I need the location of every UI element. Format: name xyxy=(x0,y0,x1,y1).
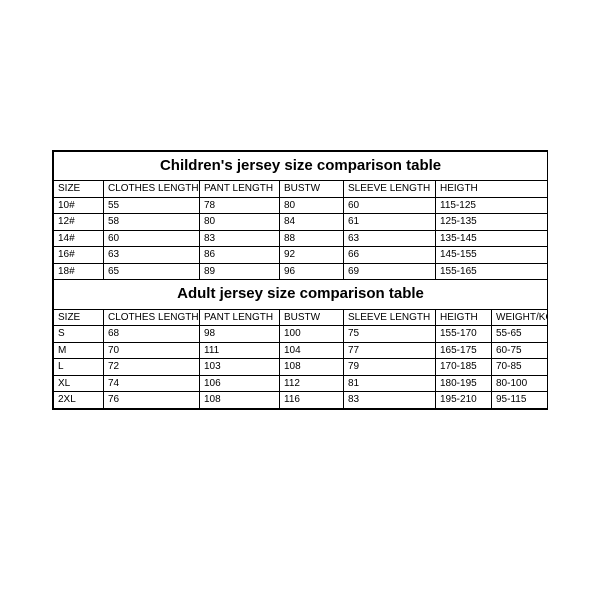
cell: 98 xyxy=(200,326,280,343)
cell: 180-195 xyxy=(436,375,492,392)
cell: 12# xyxy=(54,214,104,231)
col-pant-length: PANT LENGTH xyxy=(200,181,280,198)
cell: 69 xyxy=(344,263,436,280)
cell: 115-125 xyxy=(436,197,548,214)
table-row: 12# 58 80 84 61 125-135 xyxy=(54,214,548,231)
cell: 72 xyxy=(104,359,200,376)
cell: 80 xyxy=(280,197,344,214)
tables-frame: Children's jersey size comparison table … xyxy=(52,150,548,410)
cell: 65 xyxy=(104,263,200,280)
cell: 78 xyxy=(200,197,280,214)
cell: S xyxy=(54,326,104,343)
cell: 80-100 xyxy=(492,375,548,392)
cell: 60 xyxy=(104,230,200,247)
cell: 60-75 xyxy=(492,342,548,359)
cell: 104 xyxy=(280,342,344,359)
cell: XL xyxy=(54,375,104,392)
cell: 61 xyxy=(344,214,436,231)
cell: 145-155 xyxy=(436,247,548,264)
cell: 155-165 xyxy=(436,263,548,280)
col-clothes-length: CLOTHES LENGTH xyxy=(104,309,200,326)
cell: 70 xyxy=(104,342,200,359)
cell: 77 xyxy=(344,342,436,359)
cell: 18# xyxy=(54,263,104,280)
cell: 66 xyxy=(344,247,436,264)
cell: 2XL xyxy=(54,392,104,409)
cell: 116 xyxy=(280,392,344,409)
cell: 106 xyxy=(200,375,280,392)
children-header-row: SIZE CLOTHES LENGTH PANT LENGTH BUSTW SL… xyxy=(54,181,548,198)
table-row: 2XL 76 108 116 83 195-210 95-115 xyxy=(54,392,548,409)
table-row: 16# 63 86 92 66 145-155 xyxy=(54,247,548,264)
col-bustw: BUSTW xyxy=(280,181,344,198)
children-title: Children's jersey size comparison table xyxy=(54,152,548,181)
table-row: L 72 103 108 79 170-185 70-85 xyxy=(54,359,548,376)
col-height: HEIGTH xyxy=(436,181,548,198)
adult-title: Adult jersey size comparison table xyxy=(54,280,548,309)
table-row: XL 74 106 112 81 180-195 80-100 xyxy=(54,375,548,392)
table-row: 10# 55 78 80 60 115-125 xyxy=(54,197,548,214)
cell: 68 xyxy=(104,326,200,343)
col-weight: WEIGHT/KG xyxy=(492,309,548,326)
col-sleeve-length: SLEEVE LENGTH xyxy=(344,309,436,326)
cell: 79 xyxy=(344,359,436,376)
cell: 125-135 xyxy=(436,214,548,231)
cell: 89 xyxy=(200,263,280,280)
cell: 170-185 xyxy=(436,359,492,376)
cell: 76 xyxy=(104,392,200,409)
cell: 165-175 xyxy=(436,342,492,359)
cell: 155-170 xyxy=(436,326,492,343)
cell: 88 xyxy=(280,230,344,247)
cell: 195-210 xyxy=(436,392,492,409)
cell: 95-115 xyxy=(492,392,548,409)
col-sleeve-length: SLEEVE LENGTH xyxy=(344,181,436,198)
cell: 103 xyxy=(200,359,280,376)
cell: 55 xyxy=(104,197,200,214)
col-height: HEIGTH xyxy=(436,309,492,326)
cell: 108 xyxy=(280,359,344,376)
cell: 74 xyxy=(104,375,200,392)
table-row: 18# 65 89 96 69 155-165 xyxy=(54,263,548,280)
page: Children's jersey size comparison table … xyxy=(0,0,600,600)
cell: 10# xyxy=(54,197,104,214)
children-title-row: Children's jersey size comparison table xyxy=(54,152,548,181)
cell: 84 xyxy=(280,214,344,231)
table-row: M 70 111 104 77 165-175 60-75 xyxy=(54,342,548,359)
cell: 55-65 xyxy=(492,326,548,343)
cell: 60 xyxy=(344,197,436,214)
cell: 111 xyxy=(200,342,280,359)
cell: 135-145 xyxy=(436,230,548,247)
cell: 16# xyxy=(54,247,104,264)
cell: 100 xyxy=(280,326,344,343)
children-table: Children's jersey size comparison table … xyxy=(53,151,548,280)
cell: 63 xyxy=(104,247,200,264)
adult-title-row: Adult jersey size comparison table xyxy=(54,280,548,309)
cell: 63 xyxy=(344,230,436,247)
col-clothes-length: CLOTHES LENGTH xyxy=(104,181,200,198)
cell: 81 xyxy=(344,375,436,392)
table-row: S 68 98 100 75 155-170 55-65 xyxy=(54,326,548,343)
col-size: SIZE xyxy=(54,181,104,198)
cell: 75 xyxy=(344,326,436,343)
cell: 86 xyxy=(200,247,280,264)
cell: 83 xyxy=(200,230,280,247)
col-bustw: BUSTW xyxy=(280,309,344,326)
cell: 92 xyxy=(280,247,344,264)
cell: 70-85 xyxy=(492,359,548,376)
table-row: 14# 60 83 88 63 135-145 xyxy=(54,230,548,247)
cell: 112 xyxy=(280,375,344,392)
cell: 83 xyxy=(344,392,436,409)
adult-table: Adult jersey size comparison table SIZE … xyxy=(53,279,548,408)
cell: M xyxy=(54,342,104,359)
col-size: SIZE xyxy=(54,309,104,326)
cell: 80 xyxy=(200,214,280,231)
cell: 58 xyxy=(104,214,200,231)
adult-header-row: SIZE CLOTHES LENGTH PANT LENGTH BUSTW SL… xyxy=(54,309,548,326)
cell: 96 xyxy=(280,263,344,280)
cell: 108 xyxy=(200,392,280,409)
col-pant-length: PANT LENGTH xyxy=(200,309,280,326)
cell: 14# xyxy=(54,230,104,247)
cell: L xyxy=(54,359,104,376)
